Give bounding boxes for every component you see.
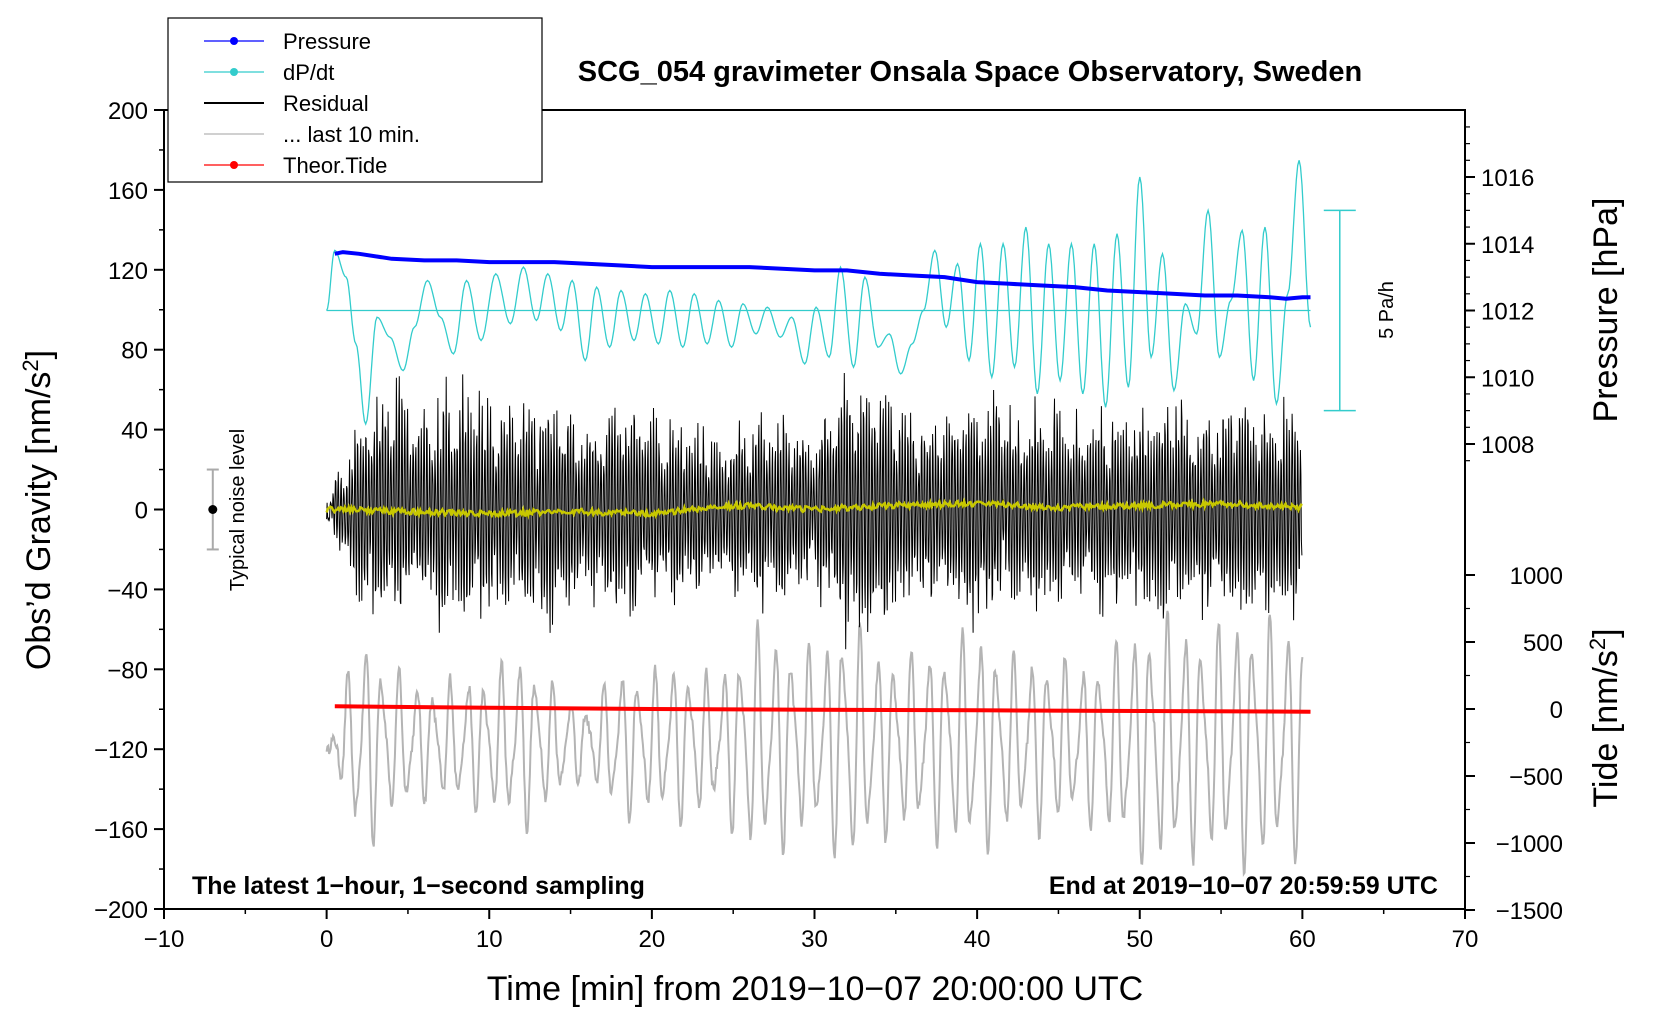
pressure-series bbox=[334, 250, 1311, 301]
long-period-residual-line bbox=[325, 496, 1303, 520]
x-tick-label: −10 bbox=[144, 926, 185, 953]
tide-tick-label: 0 bbox=[1550, 697, 1563, 724]
y-tick-label: 0 bbox=[135, 498, 148, 525]
pressure-axis-ticks: 1016 1014 1012 1010 1008 bbox=[1465, 126, 1534, 462]
tide-tick-label: −1500 bbox=[1496, 898, 1563, 925]
legend-label: dP/dt bbox=[283, 60, 334, 85]
noise-level-label: Typical noise level bbox=[227, 429, 249, 591]
residual-series bbox=[326, 372, 1303, 650]
x-tick-label: 50 bbox=[1126, 926, 1153, 953]
x-tick-label: 20 bbox=[639, 926, 666, 953]
legend-swatch-marker bbox=[230, 68, 238, 76]
y-tick-label: 40 bbox=[121, 418, 148, 445]
tide-axis-ticks: 1000 500 0 −500 −1000 −1500 bbox=[1465, 563, 1563, 925]
chart-title: SCG_054 gravimeter Onsala Space Observat… bbox=[578, 56, 1362, 88]
noise-level-bar bbox=[206, 468, 219, 551]
tide-tick-label: −1000 bbox=[1496, 831, 1563, 858]
noise-bar-dot bbox=[208, 505, 218, 514]
dpdt-scale-bar bbox=[1323, 209, 1356, 412]
y-tick-label: 200 bbox=[108, 98, 148, 125]
last-10-min-series bbox=[325, 610, 1304, 878]
theoretical-tide-line bbox=[334, 704, 1311, 714]
x-axis-title: Time [min] from 2019−10−07 20:00:00 UTC bbox=[487, 970, 1143, 1008]
legend-box bbox=[167, 17, 543, 183]
legend: Pressure dP/dt Residual ... last 10 min. The… bbox=[167, 17, 543, 183]
y-tick-label: −160 bbox=[94, 817, 148, 844]
residual-line bbox=[326, 372, 1303, 650]
pressure-tick-label: 1016 bbox=[1481, 165, 1534, 192]
long-period-residual-series bbox=[325, 496, 1303, 520]
pressure-tick-label: 1008 bbox=[1481, 432, 1534, 459]
sampling-annotation: The latest 1−hour, 1−second sampling bbox=[192, 872, 645, 900]
gravity-axis-ticks: 200 160 120 80 40 0 −40 −80 −120 −160 −200 bbox=[94, 98, 164, 924]
x-tick-label: 60 bbox=[1289, 926, 1316, 953]
last-10-min-line bbox=[325, 610, 1304, 878]
legend-label: Residual bbox=[283, 91, 369, 116]
y-tick-label: −40 bbox=[107, 577, 148, 604]
y-tick-label: −120 bbox=[94, 737, 148, 764]
x-tick-label: 30 bbox=[801, 926, 828, 953]
y-tick-label: 80 bbox=[121, 338, 148, 365]
legend-label: Theor.Tide bbox=[283, 153, 387, 178]
pressure-tick-label: 1014 bbox=[1481, 232, 1534, 259]
pressure-tick-label: 1010 bbox=[1481, 365, 1534, 392]
tide-tick-label: −500 bbox=[1509, 764, 1563, 791]
y-tick-label: −200 bbox=[94, 897, 148, 924]
theoretical-tide-series bbox=[334, 704, 1311, 714]
y-tick-label: 160 bbox=[108, 178, 148, 205]
y-tick-label: 120 bbox=[108, 258, 148, 285]
x-tick-label: 70 bbox=[1452, 926, 1479, 953]
tide-tick-label: 500 bbox=[1523, 630, 1563, 657]
legend-swatch-marker bbox=[230, 37, 238, 45]
gravity-axis-title: Obs’d Gravity [nm/s2] bbox=[18, 350, 59, 670]
pressure-line bbox=[334, 250, 1311, 301]
dpdt-scale-label: 5 Pa/h bbox=[1376, 281, 1398, 339]
dpdt-line bbox=[326, 160, 1312, 426]
pressure-tick-label: 1012 bbox=[1481, 299, 1534, 326]
legend-label: ... last 10 min. bbox=[283, 122, 420, 147]
x-axis-ticks: −10 0 10 20 30 40 50 60 70 bbox=[144, 909, 1479, 953]
legend-swatch-marker bbox=[230, 161, 238, 169]
legend-label: Pressure bbox=[283, 29, 371, 54]
pressure-axis-title: Pressure [hPa] bbox=[1587, 198, 1625, 423]
end-time-annotation: End at 2019−10−07 20:59:59 UTC bbox=[1049, 872, 1438, 900]
x-tick-label: 0 bbox=[320, 926, 333, 953]
y-tick-label: −80 bbox=[107, 657, 148, 684]
x-tick-label: 40 bbox=[964, 926, 991, 953]
tide-tick-label: 1000 bbox=[1510, 563, 1563, 590]
tide-axis-title: Tide [nm/s2] bbox=[1585, 628, 1626, 807]
dpdt-series bbox=[326, 160, 1312, 426]
x-tick-label: 10 bbox=[476, 926, 503, 953]
